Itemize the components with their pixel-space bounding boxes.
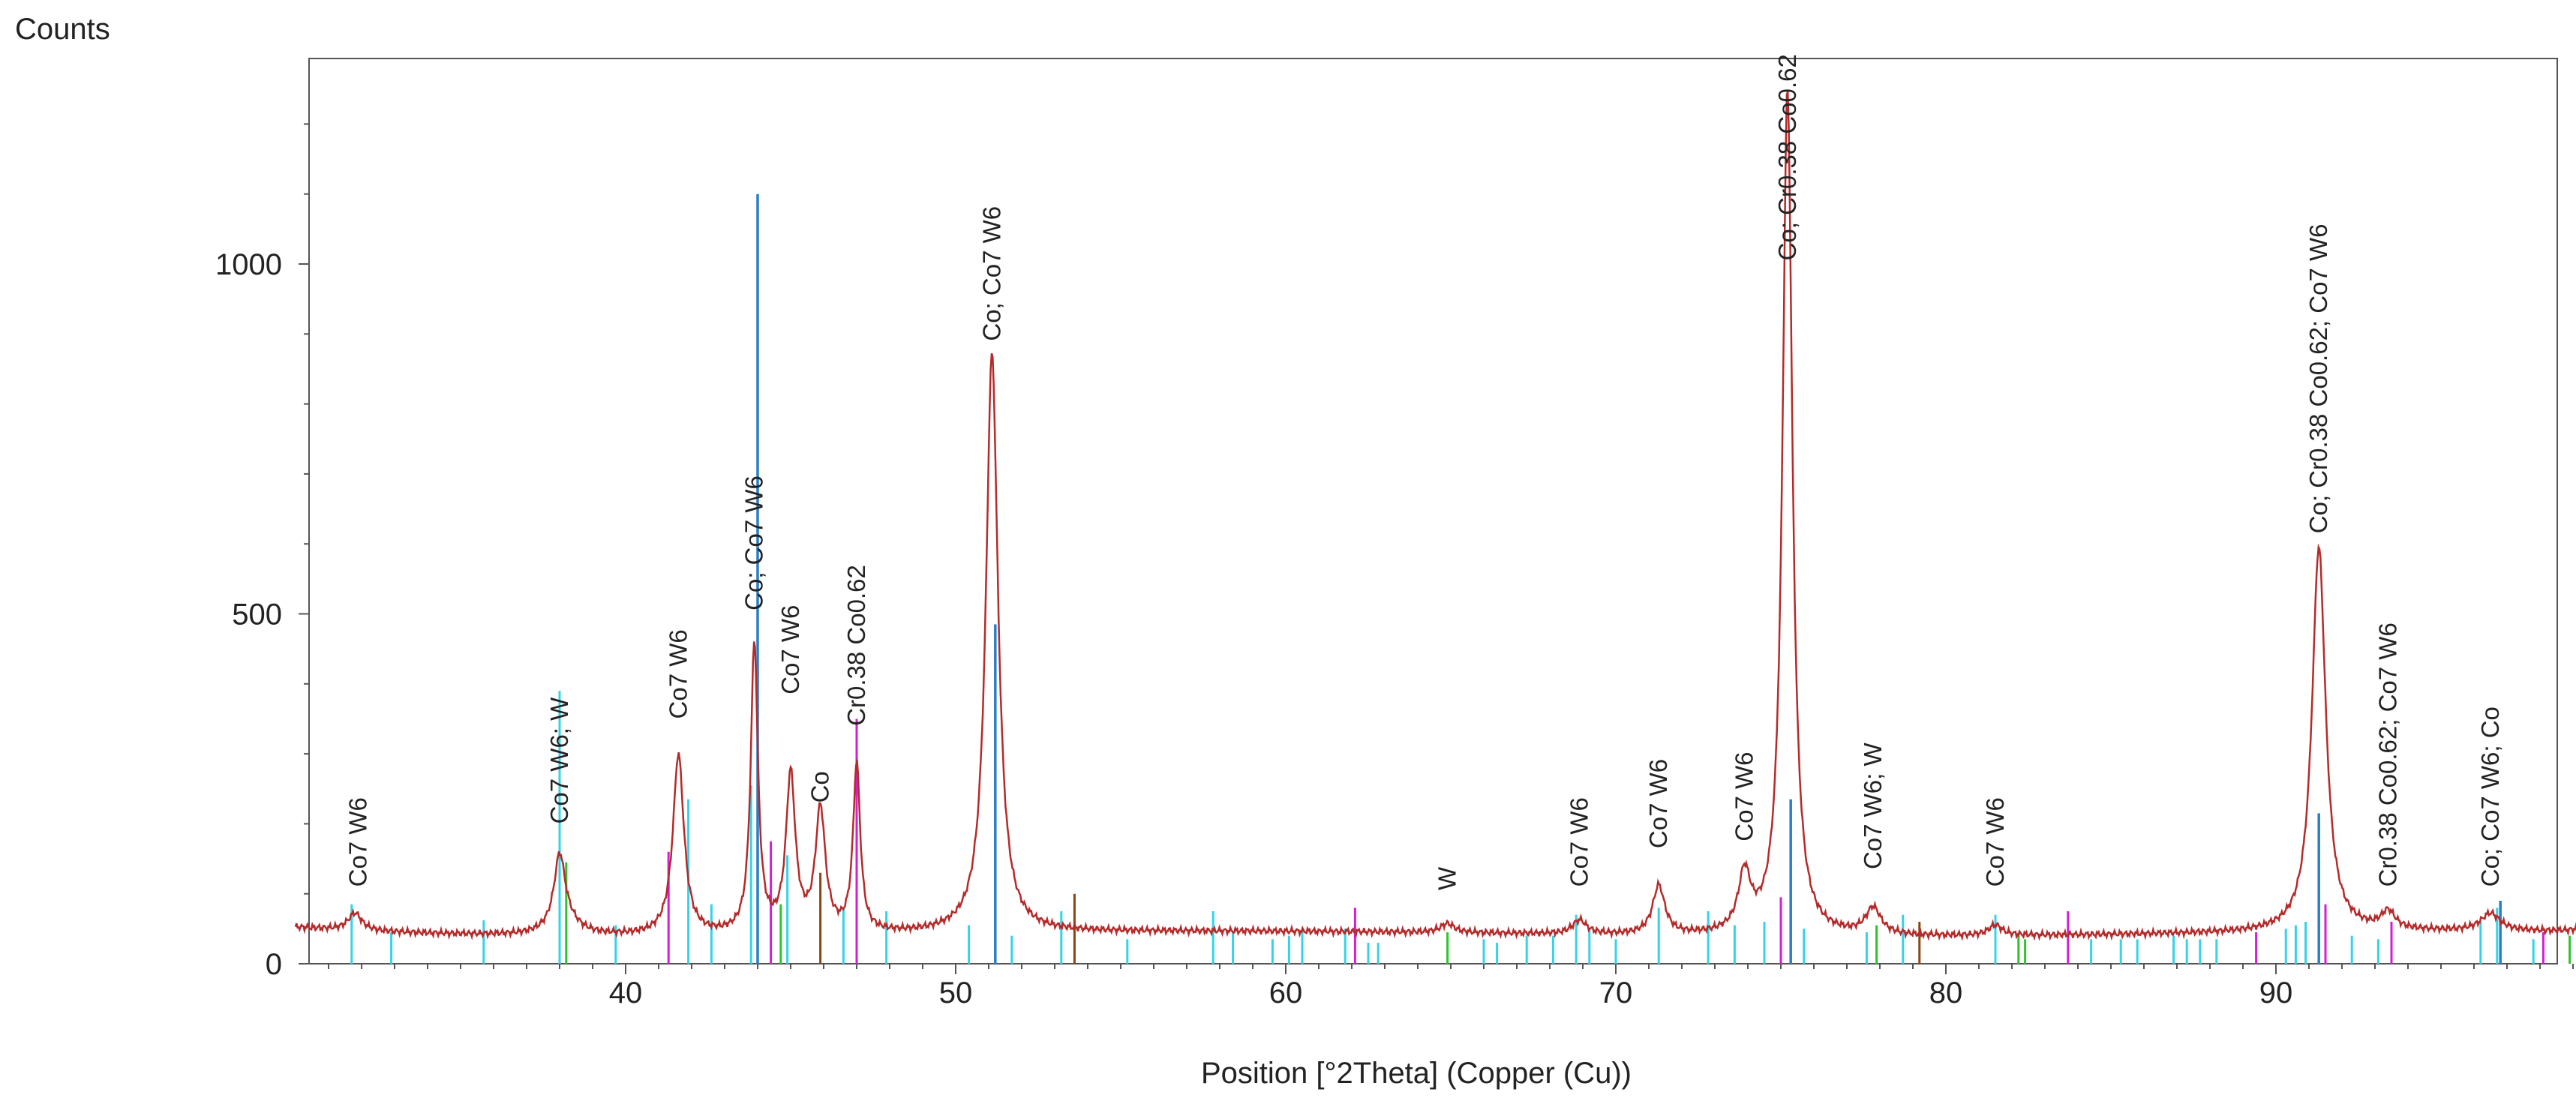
peak-label-11: Co7 W6 (1731, 752, 1758, 842)
y-axis-title: Counts (15, 13, 110, 46)
x-axis-title: Position [°2Theta] (Copper (Cu)) (1201, 1057, 1632, 1090)
peak-label-13: Co7 W6; W (1859, 742, 1887, 870)
peak-label-1: Co7 W6; W (545, 697, 573, 824)
peak-label-7: Co; Co7 W6 (977, 206, 1005, 341)
peak-label-4: Co7 W6 (776, 605, 804, 694)
peak-label-16: Cr0.38 Co0.62; Co7 W6 (2374, 622, 2402, 886)
y-tick-label-500: 500 (232, 598, 282, 632)
x-tick-label-80: 80 (1929, 976, 1963, 1010)
x-axis: 40 50 60 70 80 90 (328, 964, 2574, 1010)
peak-label-5: Co (806, 771, 834, 802)
x-tick-label-70: 70 (1599, 976, 1633, 1010)
plot-frame (308, 58, 2558, 964)
peak-label-2: Co7 W6 (664, 629, 692, 718)
peak-label-15: Co; Cr0.38 Co0.62; Co7 W6 (2304, 224, 2332, 534)
x-tick-label-90: 90 (2259, 976, 2293, 1010)
peak-annotations: Co7 W6 Co7 W6; W Co7 W6 Co; Co7 W6 Co7 W6 Co C… (344, 54, 2504, 890)
peak-label-8: W (1434, 866, 1461, 890)
y-tick-label-1000: 1000 (215, 248, 282, 281)
peak-label-3: Co; Co7 W6 (740, 476, 768, 610)
y-axis: 0 500 1000 (215, 123, 309, 981)
x-tick-label-40: 40 (609, 976, 643, 1010)
peak-label-10: Co7 W6 (1644, 759, 1672, 848)
peak-label-17: Co; Co7 W6; Co (2476, 706, 2504, 886)
reference-lines (350, 194, 2571, 964)
peak-label-14: Co7 W6 (1981, 797, 2009, 886)
diffraction-pattern-line (294, 91, 2576, 941)
y-tick-label-0: 0 (266, 948, 282, 981)
x-tick-label-60: 60 (1269, 976, 1303, 1010)
peak-label-12: Co; Cr0.38 Co0.62 (1773, 54, 1801, 260)
x-tick-label-50: 50 (939, 976, 973, 1010)
peak-label-9: Co7 W6 (1566, 797, 1593, 886)
peak-label-0: Co7 W6 (344, 797, 372, 886)
peak-label-6: Cr0.38 Co0.62 (842, 565, 870, 726)
